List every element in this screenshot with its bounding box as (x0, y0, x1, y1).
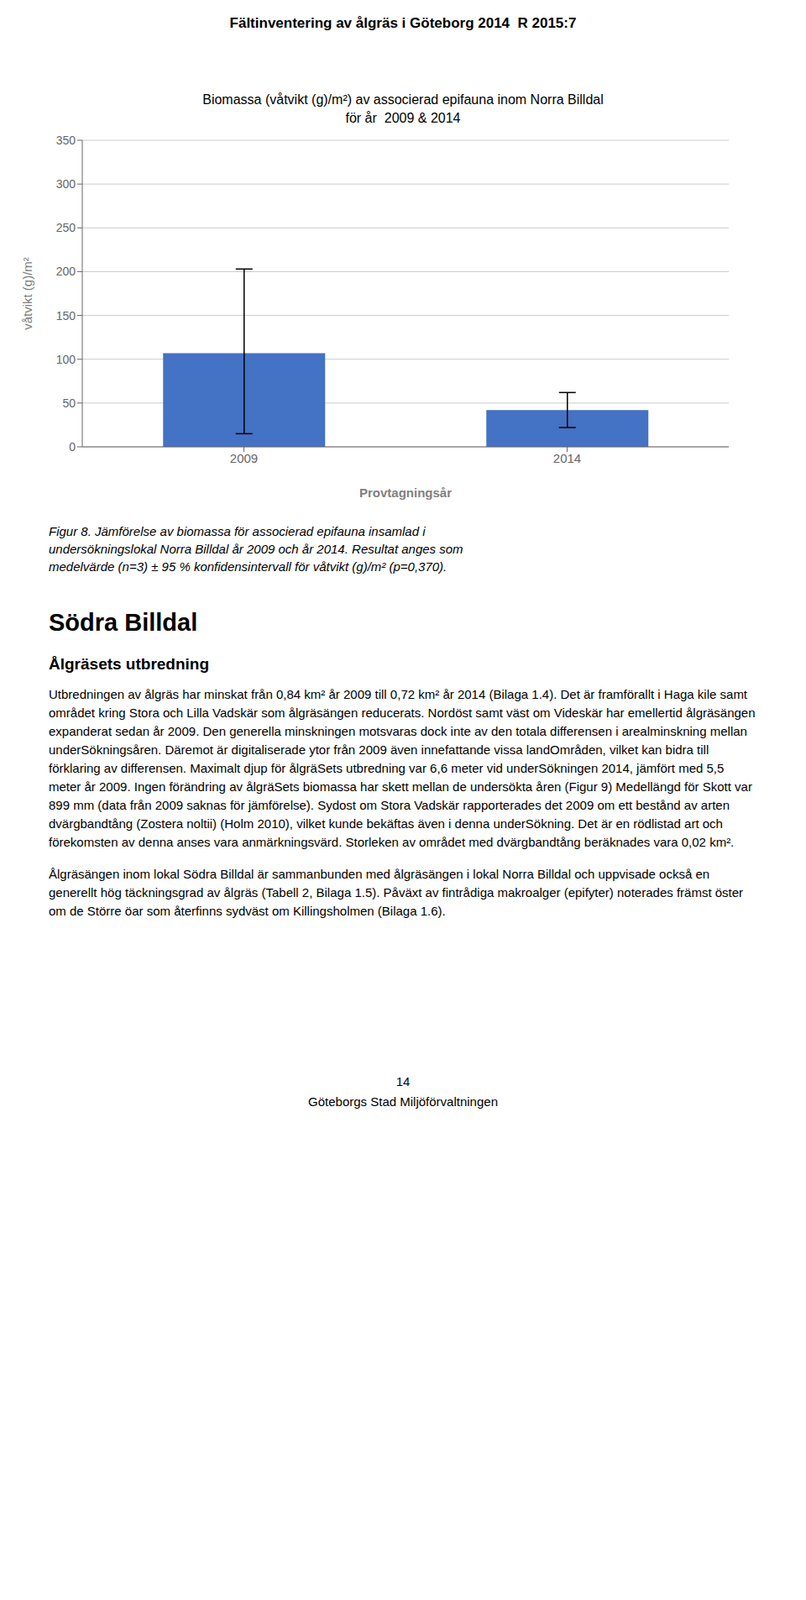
html-text:Utbredningen av ålgräs har min: Utbredningen av ålgräs har minskat från … (48, 686, 756, 849)
html-text:Fältinventering av ålgräs i Gö: Fältinventering av ålgräs i Göteborg 201… (229, 15, 577, 32)
html-text:14: 14 (396, 1073, 410, 1089)
svg-text:200: 200 (56, 264, 77, 278)
svg-text:350: 350 (56, 133, 77, 147)
html-text:Ålgräsets utbredning: Ålgräsets utbredning (48, 654, 210, 673)
html-text:Figur 8. Jämförelse av biomass: Figur 8. Jämförelse av biomassa för asso… (48, 523, 464, 574)
html-text:Södra Billdal: Södra Billdal (48, 608, 198, 636)
svg-text:2014: 2014 (553, 450, 581, 466)
svg-text:150: 150 (56, 308, 77, 323)
html-text:Biomassa (våtvikt (g)/m²) av a: Biomassa (våtvikt (g)/m²) av associerad … (202, 92, 604, 107)
svg-text:våtvikt (g)/m²: våtvikt (g)/m² (20, 256, 35, 330)
svg-text:Provtagningsår: Provtagningsår (359, 485, 452, 500)
html-text:Ålgräsängen inom lokal Södra B: Ålgräsängen inom lokal Södra Billdal är … (48, 866, 744, 918)
html-text:Göteborgs Stad Miljöförvaltnin: Göteborgs Stad Miljöförvaltningen (308, 1093, 498, 1109)
svg-text:2009: 2009 (230, 450, 258, 466)
svg-text:0: 0 (68, 439, 76, 454)
svg-text:50: 50 (62, 396, 76, 410)
html-text:för år 2009 & 2014: för år 2009 & 2014 (345, 110, 461, 126)
svg-text:300: 300 (56, 177, 77, 191)
svg-text:250: 250 (56, 220, 77, 235)
svg-text:100: 100 (56, 352, 77, 367)
